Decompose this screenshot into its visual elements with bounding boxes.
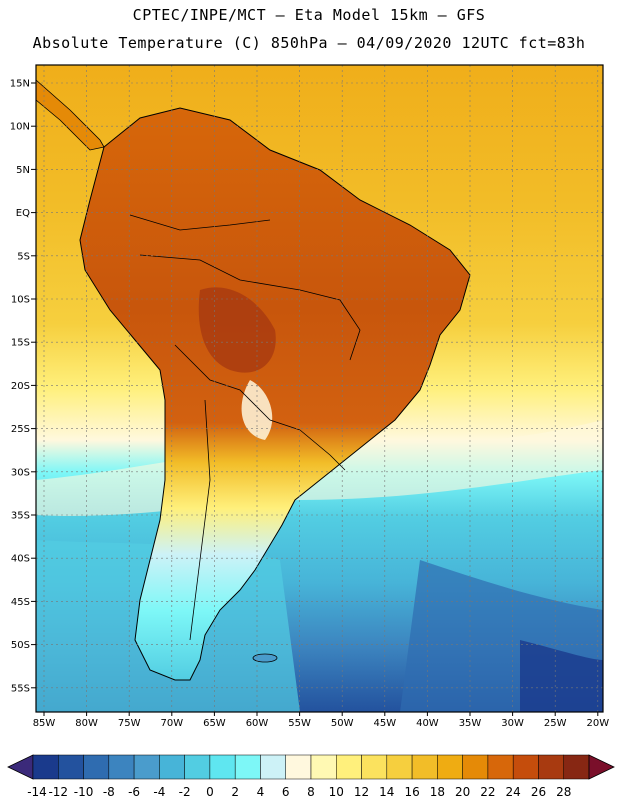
colorbar-swatch [462,754,489,780]
lat-label: 55S [11,683,30,694]
colorbar-label: 12 [354,785,369,799]
colorbar-swatch [159,754,185,780]
lat-label: 40S [11,554,30,565]
colorbar-low-arrow [7,754,34,780]
colorbar-swatch [310,754,337,780]
colorbar-label: 24 [506,785,521,799]
atlantic-coldest-band [520,640,603,712]
colorbar-swatch [487,754,514,780]
lon-label: 55W [288,718,311,729]
colorbar-label: 26 [531,785,546,799]
colorbar-high-arrow [588,754,615,780]
lon-label: 75W [118,718,141,729]
latitude-labels: 15N 10N 5N EQ 5S 10S 15S 20S 25S 30S 35S 40S 45S 50S 5… [10,79,36,694]
colorbar-swatch [563,754,590,780]
lat-label: 15S [11,338,30,349]
color-scale-labels: -14 -12 -10 -8 -6 -4 -2 0 2 4 6 8 10 12 14 16 18 20 22 24 26… [27,785,571,799]
heat-core [198,287,276,373]
lon-label: 25W [544,718,567,729]
colorbar-label: -14 [27,785,47,799]
lon-label: 70W [160,718,183,729]
colorbar-swatch [234,754,261,780]
lon-label: 30W [501,718,524,729]
colorbar-swatch [108,754,135,780]
colorbar-swatch [386,754,413,780]
colorbar-swatch [437,754,463,780]
lat-label: 25S [11,424,30,435]
lon-label: 40W [416,718,439,729]
colorbar-label: 22 [480,785,495,799]
colorbar-swatch [184,754,211,780]
colorbar-label: -4 [153,785,165,799]
colorbar-label: 20 [455,785,470,799]
lat-label: 20S [11,381,30,392]
colorbar-label: -6 [128,785,140,799]
lat-label: 15N [10,79,30,90]
colorbar-label: 8 [307,785,315,799]
lon-label: 20W [586,718,609,729]
colorbar-swatch [133,754,160,780]
colorbar-label: -8 [103,785,115,799]
map-area [36,65,603,712]
lat-label: 45S [11,597,30,608]
colorbar-label: 2 [231,785,239,799]
lat-label: 30S [11,467,30,478]
lat-label: 10S [11,295,30,306]
lat-label: 10N [10,122,30,133]
colorbar-label: 14 [379,785,394,799]
lat-label: 5N [16,165,30,176]
central-america-land [36,79,105,151]
color-scale-bar [7,754,615,780]
colorbar-swatch [361,754,388,780]
lat-label: 5S [17,251,30,262]
lat-label: EQ [16,208,30,219]
lat-label: 35S [11,511,30,522]
colorbar-label: 28 [556,785,571,799]
colorbar-swatch [538,754,564,780]
map-subtitle: Absolute Temperature (C) 850hPa – 04/09/… [32,34,586,52]
colorbar-swatch [58,754,84,780]
colorbar-swatch [285,754,312,780]
colorbar-label: -10 [74,785,94,799]
lon-label: 35W [459,718,482,729]
south-america-land [79,107,471,681]
colorbar-swatch [411,754,438,780]
lon-label: 50W [331,718,354,729]
colorbar-swatch [32,754,59,780]
colorbar-label: -2 [179,785,191,799]
falkland-islands [252,653,278,663]
colorbar-swatch [260,754,286,780]
colorbar-label: -12 [48,785,68,799]
colorbar-label: 16 [404,785,419,799]
colorbar-swatch [336,754,362,780]
lon-label: 60W [246,718,269,729]
colorbar-label: 6 [282,785,290,799]
lon-label: 85W [33,718,56,729]
map-frame [35,64,604,713]
longitude-labels: 85W 80W 75W 70W 65W 60W 55W 50W 45W 40W 35W 30W 25W 2… [33,712,609,729]
colorbar-label: 10 [329,785,344,799]
colorbar-label: 18 [430,785,445,799]
lat-label: 50S [11,640,30,651]
lon-label: 65W [203,718,226,729]
lon-label: 80W [75,718,98,729]
colorbar-swatch [209,754,236,780]
country-borders [129,214,361,641]
lon-label: 45W [373,718,396,729]
colorbar-label: 4 [257,785,265,799]
colorbar-swatch [512,754,539,780]
colorbar-swatch [83,754,110,780]
map-title: CPTEC/INPE/MCT – Eta Model 15km – GFS [132,6,486,24]
colorbar-label: 0 [206,785,214,799]
